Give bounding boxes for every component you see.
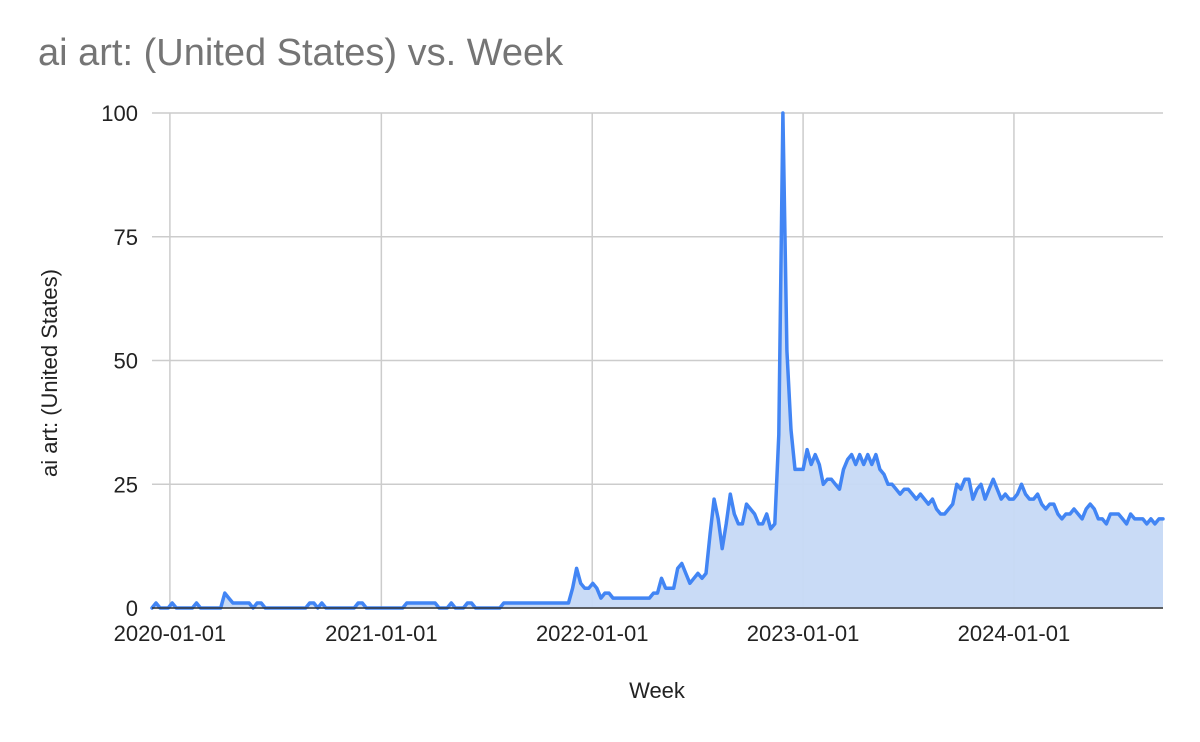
series-line: [150, 111, 1165, 610]
series-area: [152, 113, 1163, 608]
x-tick-label: 2021-01-01: [325, 621, 438, 646]
y-tick-label: 0: [126, 596, 138, 621]
x-tick-label: 2024-01-01: [958, 621, 1071, 646]
chart-title: ai art: (United States) vs. Week: [38, 32, 564, 74]
y-tick-label: 75: [114, 225, 138, 250]
y-tick-label: 25: [114, 472, 138, 497]
x-tick-label: 2022-01-01: [536, 621, 649, 646]
y-tick-label: 50: [114, 349, 138, 374]
x-axis-label: Week: [629, 678, 685, 703]
y-tick-label: 100: [101, 101, 138, 126]
x-tick-label: 2023-01-01: [747, 621, 860, 646]
x-tick-label: 2020-01-01: [114, 621, 227, 646]
